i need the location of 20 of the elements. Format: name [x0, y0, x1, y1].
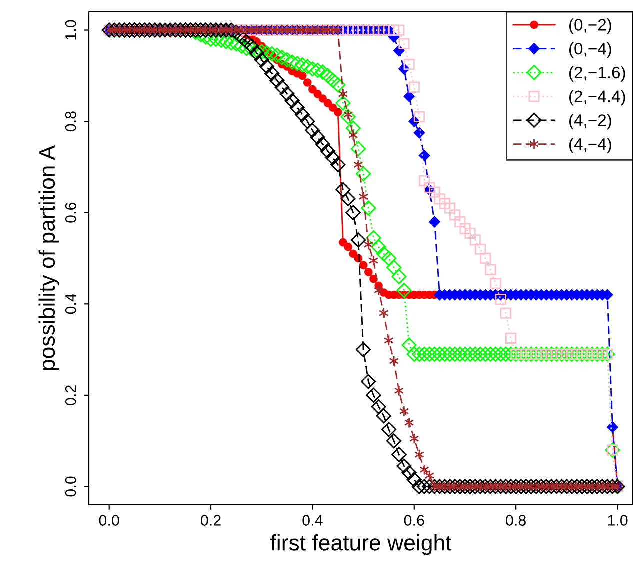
x-tick-label: 0.2	[200, 515, 221, 526]
legend-label: (0,−2)	[569, 18, 612, 34]
y-tick-label: 0.4	[65, 294, 76, 314]
x-axis-title: first feature weight	[270, 534, 452, 556]
x-tick-label: 0.4	[302, 515, 323, 526]
y-tick-label: 0.8	[65, 112, 76, 132]
y-tick-label: 0.6	[65, 202, 76, 223]
x-tick-label: 0.0	[99, 515, 120, 526]
legend-label: (2,−4.4)	[569, 90, 626, 106]
legend-label: (0,−4)	[569, 42, 612, 58]
y-tick-label: 0.0	[65, 476, 76, 497]
legend-label: (2,−1.6)	[569, 66, 626, 82]
x-tick-label: 0.8	[506, 515, 526, 526]
y-axis-title: possibility of partition A	[38, 146, 60, 370]
x-tick-label: 1.0	[608, 515, 628, 526]
legend-label: (4,−4)	[569, 138, 612, 154]
legend-label: (4,−2)	[569, 114, 612, 130]
y-tick-label: 0.2	[65, 386, 76, 406]
x-tick-label: 0.6	[404, 515, 424, 526]
y-tick-label: 1.0	[65, 20, 76, 40]
